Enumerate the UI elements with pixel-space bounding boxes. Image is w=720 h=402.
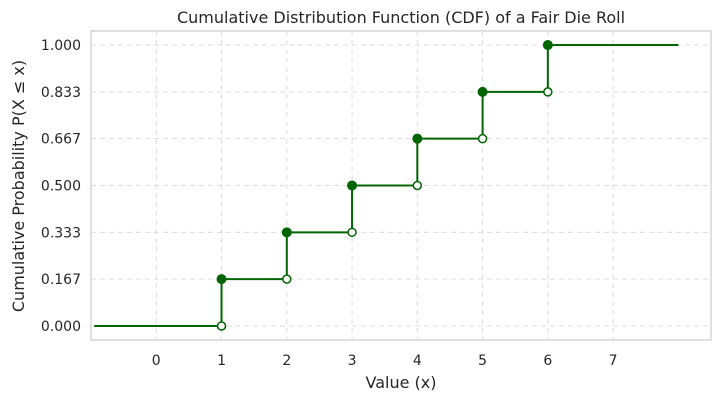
x-tick-label: 2 <box>282 353 291 369</box>
chart-title: Cumulative Distribution Function (CDF) o… <box>177 8 625 27</box>
x-tick-label: 4 <box>413 353 422 369</box>
y-tick-label: 0.167 <box>41 272 81 288</box>
open-point <box>216 321 227 331</box>
closed-point <box>542 40 553 51</box>
y-tick-labels: 0.000 0.167 0.333 0.500 0.667 0.833 1.000 <box>41 38 81 335</box>
y-tick-label: 0.333 <box>41 225 81 241</box>
closed-point <box>477 86 488 97</box>
x-tick-labels: 0 1 2 3 4 5 6 7 <box>152 353 618 369</box>
x-tick-label: 3 <box>348 353 357 369</box>
open-point <box>347 227 357 238</box>
x-tick-label: 1 <box>217 353 226 369</box>
y-tick-label: 0.000 <box>41 319 81 335</box>
x-tick-label: 6 <box>543 353 552 369</box>
y-tick-label: 0.500 <box>41 179 81 195</box>
closed-point <box>347 180 358 191</box>
x-axis-label: Value (x) <box>366 373 437 392</box>
closed-point <box>412 133 423 144</box>
y-tick-label: 0.667 <box>41 132 81 148</box>
open-point <box>412 180 423 191</box>
open-point <box>543 87 553 97</box>
x-tick-label: 5 <box>478 353 487 369</box>
closed-point <box>281 227 292 238</box>
cdf-series <box>94 40 679 331</box>
y-tick-label: 1.000 <box>41 38 81 54</box>
y-tick-label: 0.833 <box>41 85 81 101</box>
closed-point <box>216 274 227 285</box>
x-tick-label: 0 <box>152 353 161 369</box>
open-point <box>282 274 292 284</box>
x-tick-label: 7 <box>609 353 618 369</box>
y-axis-label: Cumulative Probability P(X ≤ x) <box>9 60 28 312</box>
open-point <box>477 133 488 144</box>
